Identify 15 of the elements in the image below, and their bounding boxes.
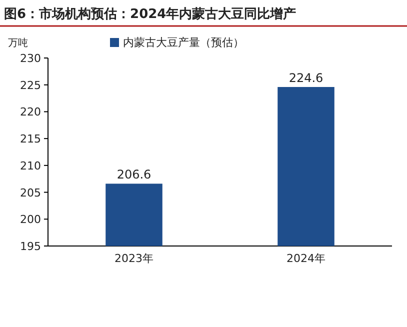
data-label: 206.6: [116, 168, 152, 182]
legend-label: 内蒙古大豆产量（预估）: [123, 36, 244, 49]
x-tick-label: 2023年: [114, 252, 154, 265]
data-label: 224.6: [288, 71, 324, 86]
y-tick-label: 230: [20, 52, 41, 65]
y-tick-label: 210: [20, 159, 41, 172]
y-tick-label: 195: [20, 240, 41, 253]
x-tick-label: 2024年: [286, 252, 326, 265]
y-tick-label: 225: [20, 78, 41, 92]
y-tick-label: 220: [20, 106, 41, 119]
y-axis-title: 万吨: [8, 37, 28, 49]
y-tick-label: 215: [20, 132, 41, 146]
y-tick-label: 205: [20, 186, 41, 200]
y-tick-label: 200: [20, 213, 41, 226]
chart-title: 图6：市场机构预估：2024年内蒙古大豆同比增产: [4, 6, 296, 22]
